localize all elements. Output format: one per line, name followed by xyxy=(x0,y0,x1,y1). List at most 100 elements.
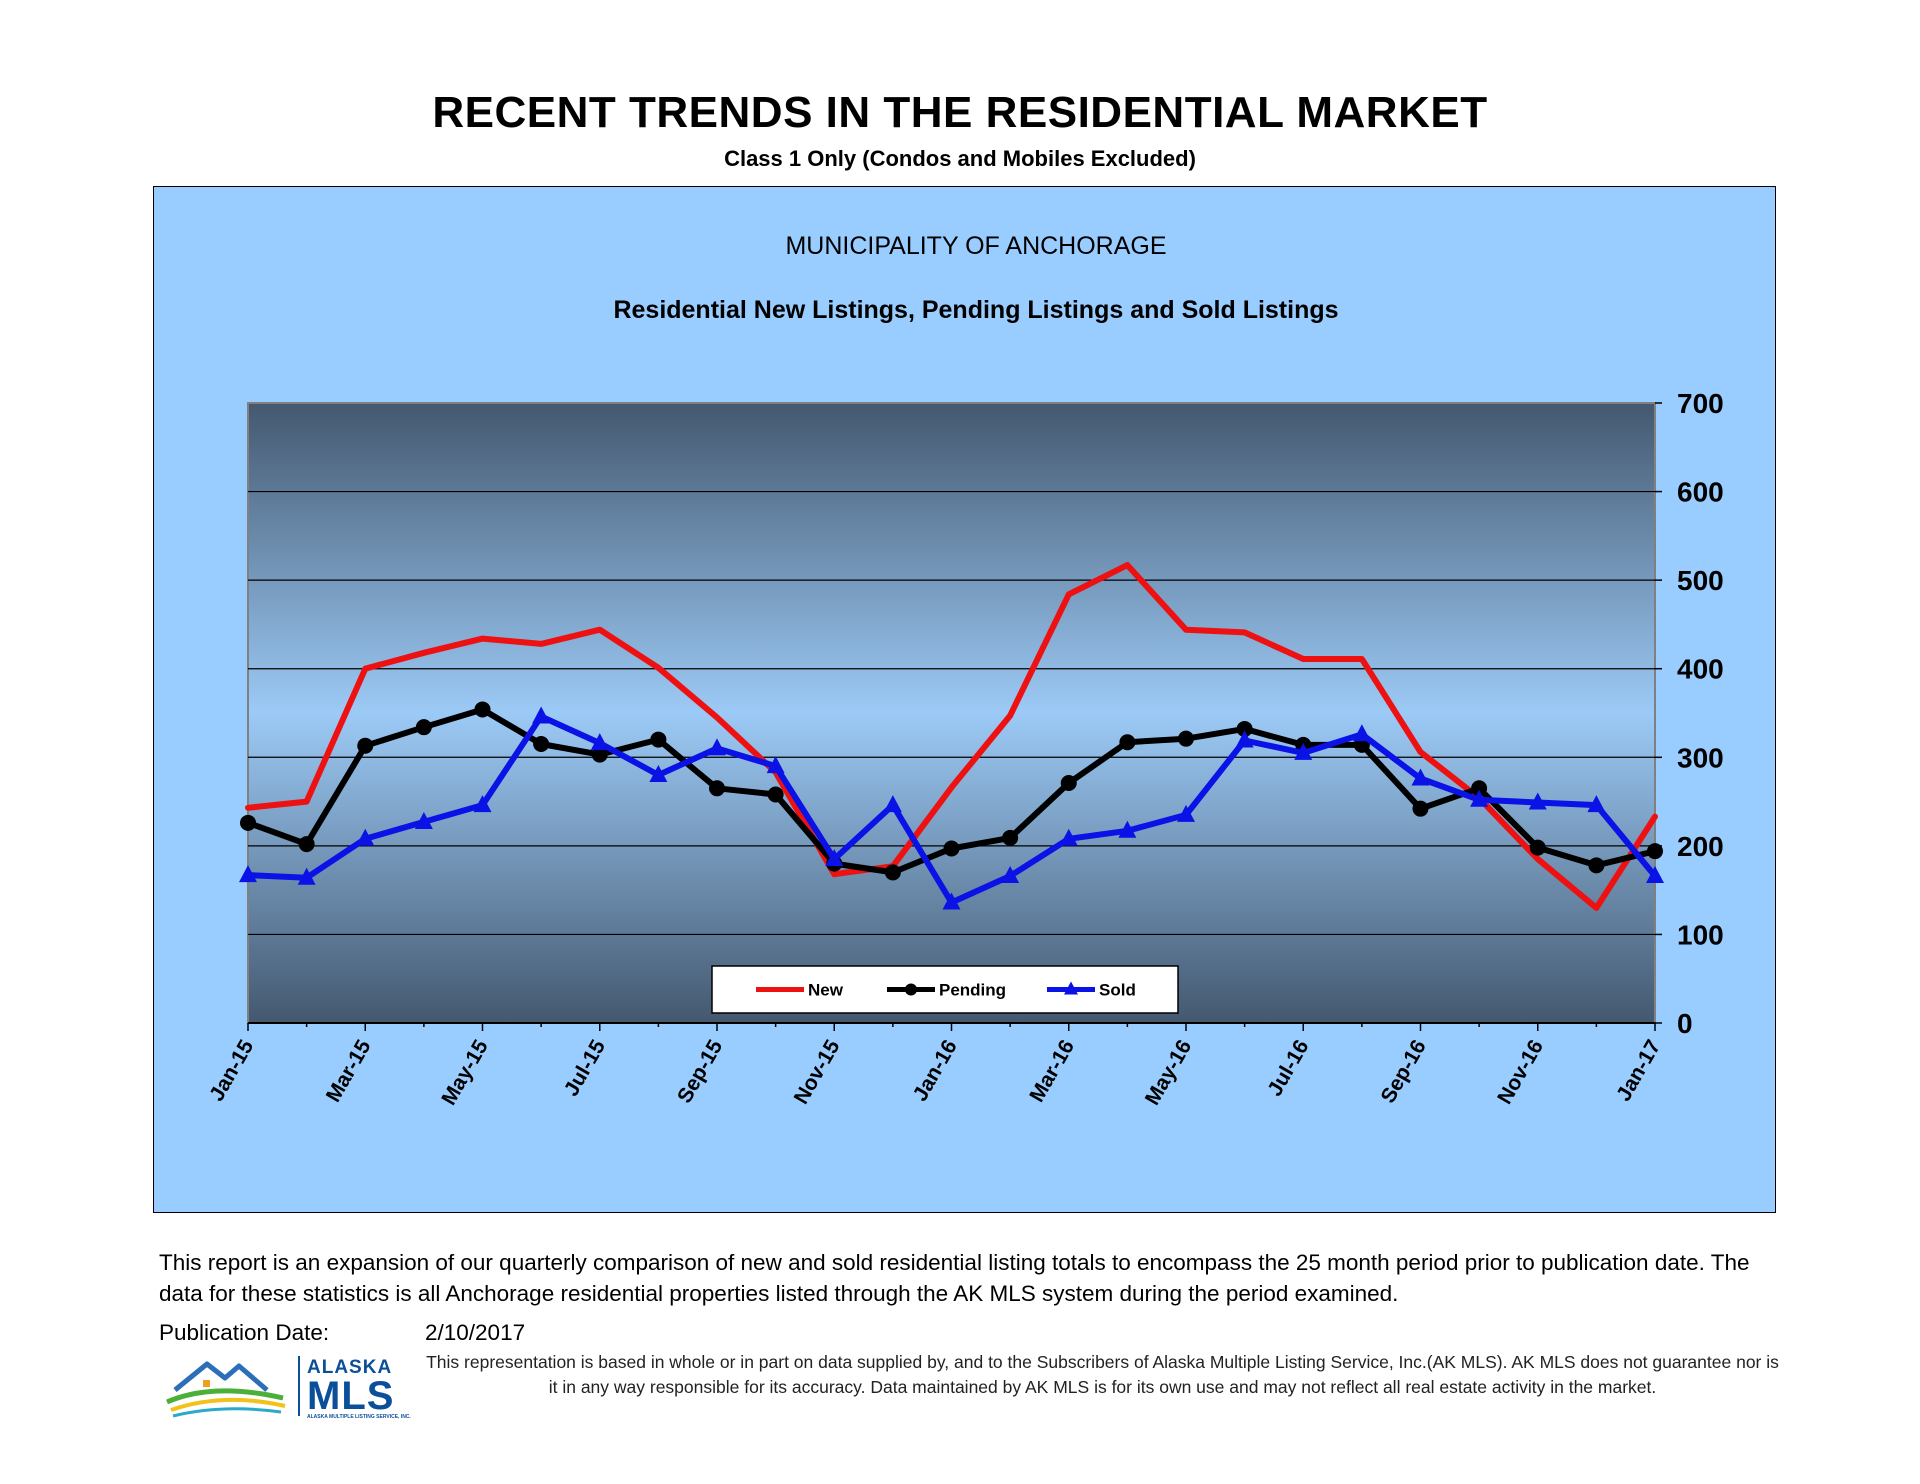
point-pending-Nov-16 xyxy=(1529,839,1546,856)
point-sold-Mar-16 xyxy=(1059,828,1078,846)
point-sold-Sep-15 xyxy=(708,738,726,756)
x-tick-label-Sep-15: Sep-15 xyxy=(673,1036,728,1107)
point-sold-Aug-16 xyxy=(1352,724,1371,742)
point-sold-Apr-15 xyxy=(414,811,433,829)
alaska-mls-logo xyxy=(166,1356,300,1418)
legend-item-sold: Sold xyxy=(1047,981,1136,1000)
point-pending-Apr-16 xyxy=(1119,734,1136,751)
point-pending-Oct-15 xyxy=(767,786,784,803)
point-pending-Mar-15 xyxy=(357,737,374,754)
legend-label-pending: Pending xyxy=(939,981,1006,1000)
x-tick-label-Jan-17: Jan-17 xyxy=(1612,1036,1665,1105)
swoosh-blue xyxy=(172,1407,282,1418)
point-sold-Jan-16 xyxy=(942,892,961,910)
logo-line-company: ALASKA MULTIPLE LISTING SERVICE, INC. xyxy=(307,1414,411,1420)
point-pending-Jan-15 xyxy=(240,814,256,831)
legend-label-sold: Sold xyxy=(1099,981,1136,1000)
point-pending-Dec-16 xyxy=(1588,857,1605,874)
plot-area xyxy=(247,402,1656,1024)
legend: New Pending Sold xyxy=(711,965,1179,1014)
publication-date-label: Publication Date: xyxy=(159,1320,330,1345)
point-sold-Jun-16 xyxy=(1235,730,1254,748)
point-pending-Jul-15 xyxy=(591,746,608,763)
point-pending-Sep-16 xyxy=(1412,800,1429,817)
point-pending-Aug-15 xyxy=(650,731,667,748)
logo-text: ALASKA MLS ALASKA MULTIPLE LISTING SERVI… xyxy=(307,1358,411,1421)
swoosh-yellow xyxy=(170,1397,286,1412)
point-sold-Nov-15 xyxy=(825,849,844,867)
y-tick-label-400: 400 xyxy=(1677,654,1724,685)
point-pending-Jun-15 xyxy=(533,736,550,752)
point-sold-Feb-15 xyxy=(297,867,316,885)
x-tick-label-Nov-15: Nov-15 xyxy=(790,1036,845,1108)
publication-date-value: 2/10/2017 xyxy=(425,1320,526,1345)
page-title: RECENT TRENDS IN THE RESIDENTIAL MARKET xyxy=(432,88,1488,137)
page-subtitle: Class 1 Only (Condos and Mobiles Exclude… xyxy=(724,146,1196,171)
logo-line-mls: MLS xyxy=(307,1374,395,1418)
point-sold-Aug-15 xyxy=(649,765,668,782)
point-pending-May-16 xyxy=(1178,730,1194,747)
y-tick-label-200: 200 xyxy=(1677,831,1724,862)
point-pending-Feb-15 xyxy=(298,836,315,853)
point-sold-Sep-16 xyxy=(1411,768,1430,786)
point-sold-Mar-15 xyxy=(356,828,375,846)
point-sold-Apr-16 xyxy=(1118,820,1137,838)
legend-item-new: New xyxy=(756,981,844,1000)
x-tick-label-Nov-16: Nov-16 xyxy=(1493,1036,1548,1108)
point-pending-May-15 xyxy=(474,701,491,718)
y-tick-label-300: 300 xyxy=(1677,742,1724,773)
point-pending-Dec-15 xyxy=(884,864,901,881)
line-chart: MUNICIPALITY OF ANCHORAGE Residential Ne… xyxy=(205,232,1724,1109)
point-pending-Oct-16 xyxy=(1471,780,1488,797)
point-sold-Jul-15 xyxy=(590,733,609,751)
chart-subtitle: Residential New Listings, Pending Listin… xyxy=(613,296,1338,324)
point-pending-Jun-16 xyxy=(1236,720,1253,737)
point-sold-May-15 xyxy=(473,795,492,813)
report-description: This report is an expansion of our quart… xyxy=(159,1250,1750,1306)
swoosh-green xyxy=(166,1388,284,1405)
point-pending-Jan-16 xyxy=(943,840,960,857)
point-sold-Dec-16 xyxy=(1587,795,1606,813)
house-window-icon xyxy=(203,1380,210,1387)
point-sold-Jun-15 xyxy=(532,706,551,724)
series-line-new xyxy=(245,562,1658,911)
point-sold-Jan-17 xyxy=(1646,865,1664,883)
x-tick-label-Jan-15: Jan-15 xyxy=(205,1036,258,1105)
point-pending-Mar-16 xyxy=(1060,774,1077,791)
point-sold-Feb-16 xyxy=(1001,865,1020,883)
x-tick-label-Sep-16: Sep-16 xyxy=(1376,1036,1430,1107)
legend-box xyxy=(711,965,1179,1014)
series-sold xyxy=(239,706,1664,910)
point-sold-Oct-16 xyxy=(1470,789,1489,807)
y-tick-label-600: 600 xyxy=(1677,477,1724,508)
house-roof-icon xyxy=(173,1361,269,1392)
legend-item-pending: Pending xyxy=(887,981,1006,1000)
y-tick-label-100: 100 xyxy=(1677,919,1724,950)
point-sold-Nov-16 xyxy=(1528,792,1547,810)
x-tick-label-Jul-16: Jul-16 xyxy=(1263,1036,1313,1100)
point-sold-Jan-15 xyxy=(239,865,257,883)
y-tick-label-700: 700 xyxy=(1677,388,1724,419)
x-tick-label-May-16: May-16 xyxy=(1141,1036,1197,1109)
chart-frame: MUNICIPALITY OF ANCHORAGE Residential Ne… xyxy=(153,186,1776,1213)
legend-marker-sold xyxy=(1064,981,1078,995)
legend-marker-pending xyxy=(905,983,917,996)
point-pending-Jan-17 xyxy=(1647,843,1663,860)
series-pending xyxy=(240,701,1663,881)
point-pending-Feb-16 xyxy=(1002,829,1019,846)
x-tick-label-Mar-15: Mar-15 xyxy=(322,1036,376,1106)
x-tick-label-Mar-16: Mar-16 xyxy=(1025,1036,1079,1106)
point-pending-Apr-15 xyxy=(415,719,432,736)
chart-title: MUNICIPALITY OF ANCHORAGE xyxy=(785,232,1166,260)
y-tick-label-500: 500 xyxy=(1677,565,1724,596)
legend-label-new: New xyxy=(808,981,844,1000)
grid-lines xyxy=(248,490,1655,936)
series xyxy=(239,562,1664,911)
x-tick-label-Jan-16: Jan-16 xyxy=(909,1036,962,1105)
series-new xyxy=(245,562,1658,911)
y-tick-label-0: 0 xyxy=(1677,1008,1693,1039)
disclaimer: This representation is based in whole or… xyxy=(426,1352,1779,1397)
x-tick-label-Jul-15: Jul-15 xyxy=(560,1036,610,1100)
point-sold-Oct-15 xyxy=(766,756,785,774)
point-sold-Dec-15 xyxy=(883,795,902,813)
